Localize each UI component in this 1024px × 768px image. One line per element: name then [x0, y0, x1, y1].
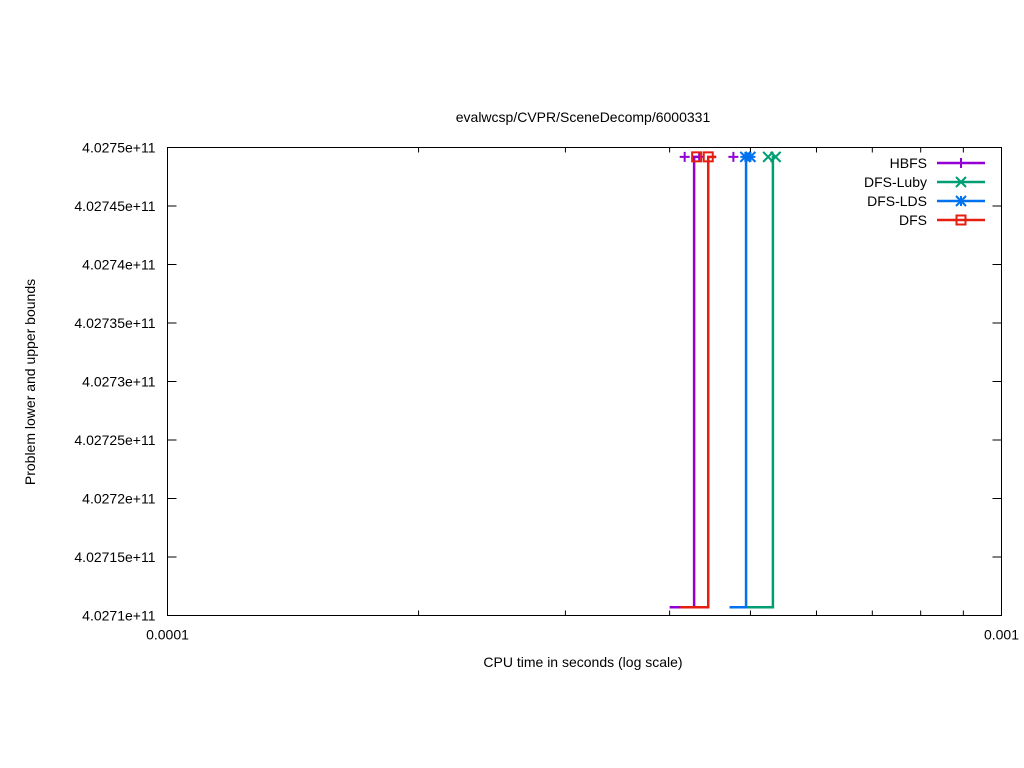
- y-axis-ticks: 4.0271e+11 4.02715e+11 4.0272e+11 4.02725e+…: [74, 140, 1002, 624]
- series-point-dfs-lds: [739, 151, 752, 163]
- series-layer: [669, 151, 782, 609]
- y-tick-label: 4.02745e+11: [74, 198, 155, 214]
- series-dfs-lds: [729, 151, 757, 609]
- chart-title: evalwcsp/CVPR/SceneDecomp/6000331: [456, 109, 711, 125]
- legend: HBFS DFS-Luby DFS-LDS DFS: [864, 155, 985, 228]
- x-minor-ticks: [418, 147, 964, 616]
- series-point-dfs: [702, 151, 714, 163]
- legend-marker: [955, 214, 967, 226]
- y-tick-label: 4.02735e+11: [74, 315, 155, 331]
- y-tick-label: 4.0273e+11: [82, 374, 156, 390]
- legend-label: DFS-LDS: [867, 193, 927, 209]
- y-tick-label: 4.02725e+11: [74, 432, 155, 448]
- legend-marker: [955, 195, 967, 207]
- legend-label: DFS: [899, 212, 927, 228]
- legend-item-dfs-luby: DFS-Luby: [864, 174, 985, 190]
- y-tick-label: 4.0271e+11: [82, 608, 156, 624]
- x-tick-label: 0.0001: [146, 627, 189, 643]
- legend-item-hbfs: HBFS: [890, 155, 985, 171]
- legend-label: DFS-Luby: [864, 174, 927, 190]
- y-tick-label: 4.0275e+11: [82, 140, 156, 156]
- series-dfs: [680, 151, 717, 609]
- series-point-dfs: [691, 151, 703, 163]
- legend-label: HBFS: [890, 155, 927, 171]
- series-dfs-luby: [746, 151, 782, 609]
- y-tick-label: 4.0274e+11: [82, 257, 156, 273]
- series-point-dfs-luby: [769, 151, 782, 163]
- legend-item-dfs-lds: DFS-LDS: [867, 193, 985, 209]
- x-axis-ticks: 0.0001 0.001: [146, 147, 1019, 643]
- y-tick-label: 4.0272e+11: [82, 491, 156, 507]
- y-axis-label: Problem lower and upper bounds: [22, 279, 38, 485]
- legend-marker: [955, 176, 967, 188]
- y-tick-label: 4.02715e+11: [74, 549, 155, 565]
- x-tick-label: 0.001: [984, 627, 1019, 643]
- legend-item-dfs: DFS: [899, 212, 985, 228]
- x-axis-label: CPU time in seconds (log scale): [483, 654, 682, 670]
- series-point-dfs-lds: [744, 151, 757, 163]
